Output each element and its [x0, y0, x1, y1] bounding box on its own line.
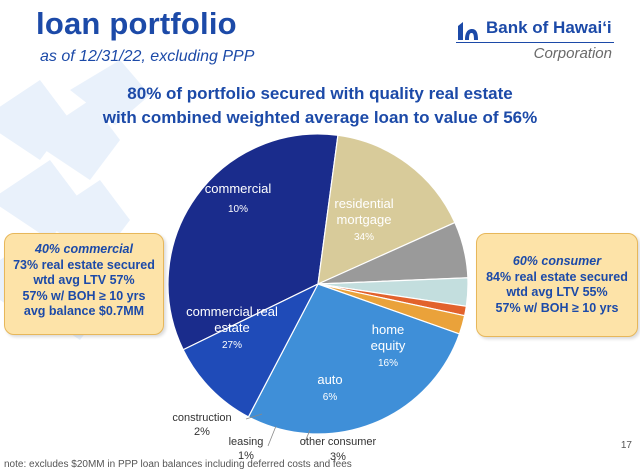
slice-value-auto: 6%: [323, 392, 338, 403]
headline-line-2: with combined weighted average loan to v…: [102, 108, 538, 127]
leader-line-construction: [245, 413, 263, 420]
page-title: loan portfolio: [36, 6, 237, 41]
bank-logo-subtitle: Corporation: [533, 45, 612, 62]
pie-slice-commercial: [182, 282, 320, 418]
slice-label-other-consumer: other consumer: [300, 436, 377, 448]
slice-label-home-equity: home equity: [371, 322, 406, 353]
bank-logo-name: Bank of Hawai‘i: [486, 18, 612, 37]
pie-slice-commercial-real-estate: [247, 283, 461, 435]
slice-value-construction: 2%: [194, 426, 210, 438]
slice-label-leasing: leasing: [229, 436, 264, 448]
page-subtitle: as of 12/31/22, excluding PPP: [40, 48, 255, 65]
consumer-callout-line: 84% real estate secured: [486, 269, 628, 284]
slice-label-commercial: commercial: [205, 181, 272, 196]
slice-value-commercial-real-estate: 27%: [222, 340, 242, 351]
commercial-callout: 40% commercial 73% real estate secured w…: [4, 233, 164, 335]
slice-value-commercial: 10%: [228, 204, 248, 215]
slice-value-residential-mortgage: 34%: [354, 232, 374, 243]
slice-value-other-consumer: 3%: [330, 451, 346, 463]
slice-label-construction: construction: [172, 412, 231, 424]
logo-divider: [456, 42, 614, 43]
commercial-callout-header: 40% commercial: [35, 242, 133, 256]
slice-label-commercial-real-estate: commercial real estate: [186, 304, 278, 335]
pie-slice-home-equity: [317, 134, 456, 285]
commercial-callout-line: 73% real estate secured: [13, 257, 155, 272]
commercial-callout-line: avg balance $0.7MM: [23, 304, 145, 318]
slice-label-auto: auto: [317, 372, 342, 387]
slice-value-leasing: 1%: [238, 450, 254, 462]
bank-logo: Bank of Hawai‘i Corporation: [456, 18, 616, 64]
leader-line-other-consumer: [303, 429, 311, 445]
commercial-callout-line: wtd avg LTV 57%: [33, 273, 135, 287]
consumer-callout-line: 57% w/ BOH ≥ 10 yrs: [495, 300, 619, 315]
consumer-callout: 60% consumer 84% real estate secured wtd…: [476, 233, 638, 337]
footnote: note: excludes $20MM in PPP loan balance…: [4, 459, 352, 470]
slice-value-home-equity: 16%: [378, 358, 398, 369]
consumer-callout-line: wtd avg LTV 55%: [506, 285, 608, 299]
leader-line-leasing: [267, 425, 277, 447]
consumer-callout-header: 60% consumer: [512, 254, 602, 268]
commercial-callout-line: 57% w/ BOH ≥ 10 yrs: [22, 288, 146, 303]
page-number: 17: [620, 440, 632, 451]
headline-line-1: 80% of portfolio secured with quality re…: [127, 84, 513, 103]
pie-slice-residential-mortgage: [167, 133, 339, 351]
slice-label-residential-mortgage: residential mortgage: [334, 196, 393, 227]
bank-logo-icon: [458, 22, 478, 40]
